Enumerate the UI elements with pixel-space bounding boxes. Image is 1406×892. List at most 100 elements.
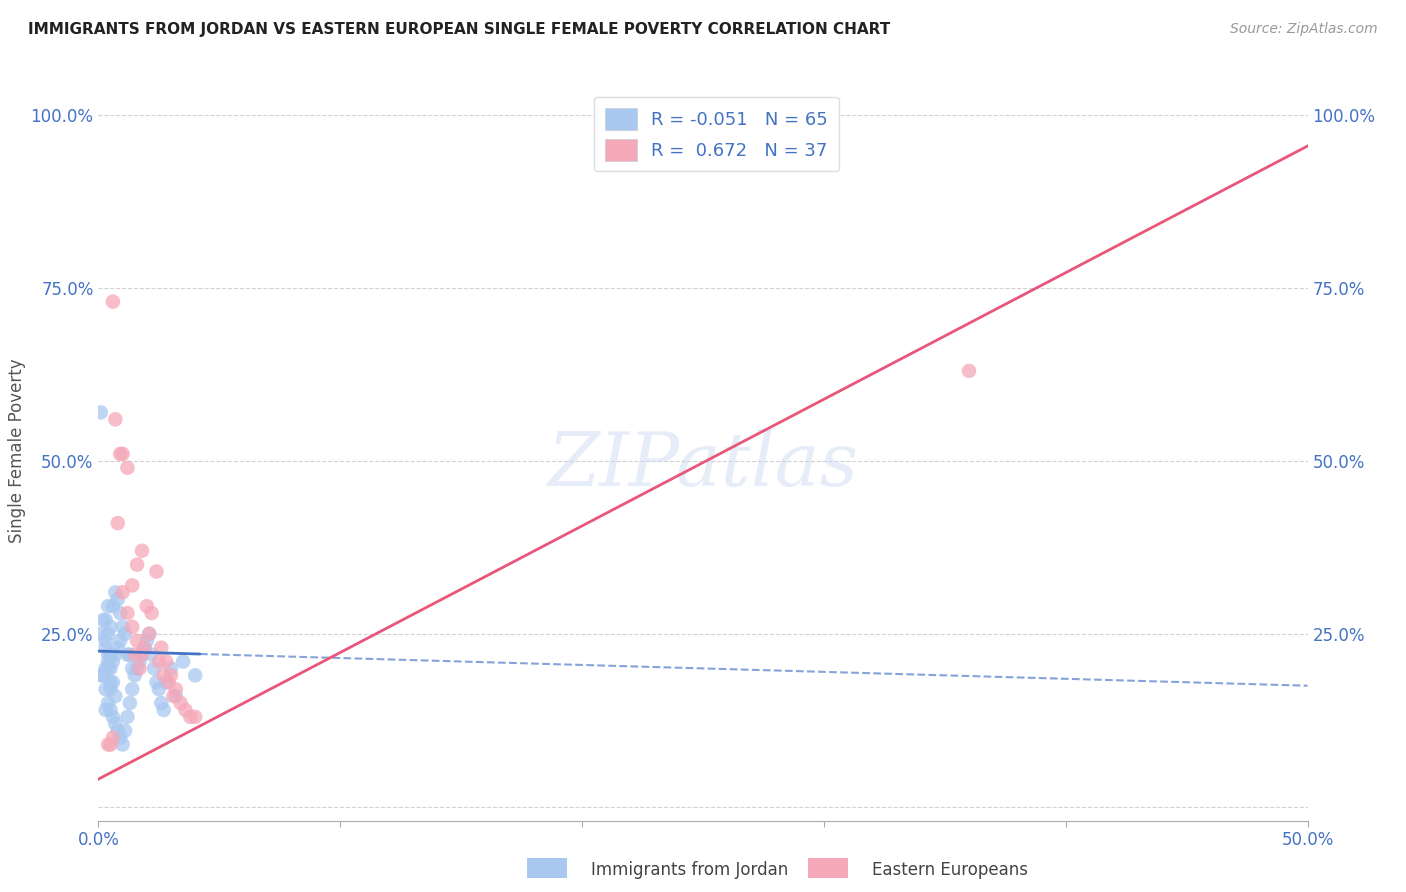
Point [90,627,112,641]
Point [128,655,150,669]
Point [134,640,156,655]
Point [127,633,149,648]
Point [94,682,117,697]
Point [184,668,207,682]
Point [131,648,153,662]
Point [118,648,141,662]
Point [94,661,117,675]
Point [165,689,187,703]
Point [172,655,194,669]
Point [97,696,120,710]
Point [100,620,122,634]
Point [134,640,156,655]
Point [145,565,167,579]
Point [131,543,153,558]
Text: Source: ZipAtlas.com: Source: ZipAtlas.com [1230,22,1378,37]
Point [138,627,160,641]
Point [111,447,134,461]
Point [108,606,131,620]
Point [107,592,129,607]
Point [97,655,120,669]
Point [135,633,157,648]
Point [124,648,146,662]
Point [108,731,131,745]
Point [94,640,117,655]
Point [111,620,134,634]
Point [118,696,141,710]
Point [101,599,124,614]
Point [121,682,143,697]
Point [152,668,174,682]
Point [160,661,183,675]
Text: ZIPatlas: ZIPatlas [547,429,859,501]
Point [152,703,174,717]
Point [174,703,197,717]
Point [128,661,150,675]
Text: Immigrants from Jordan: Immigrants from Jordan [591,861,787,879]
Point [135,599,157,614]
Point [127,661,149,675]
Point [107,640,129,655]
Point [97,627,120,641]
Point [121,620,143,634]
Point [117,710,139,724]
Y-axis label: Single Female Poverty: Single Female Poverty [7,359,25,542]
Point [100,648,122,662]
Point [179,710,201,724]
Point [94,613,117,627]
Point [90,405,112,419]
Point [148,655,170,669]
Point [184,710,207,724]
Point [100,738,122,752]
Point [100,661,122,675]
Point [90,668,112,682]
Point [141,648,163,662]
Point [114,627,136,641]
Point [91,668,114,682]
Point [108,447,131,461]
Point [117,606,139,620]
Point [107,516,129,530]
Point [145,675,167,690]
Point [162,689,184,703]
Legend: R = -0.051   N = 65, R =  0.672   N = 37: R = -0.051 N = 65, R = 0.672 N = 37 [593,96,839,171]
Point [97,738,120,752]
Point [131,648,153,662]
Point [91,613,114,627]
Point [97,648,120,662]
Point [104,716,127,731]
Point [138,627,160,641]
Point [101,675,124,690]
Point [100,703,122,717]
Point [111,585,134,599]
Point [94,633,117,648]
Point [108,633,131,648]
Point [169,696,191,710]
Point [165,682,187,697]
Point [94,703,117,717]
Point [101,294,124,309]
Point [160,668,183,682]
Point [155,655,177,669]
Point [104,412,127,426]
Point [117,460,139,475]
Point [141,606,163,620]
Point [107,723,129,738]
Point [117,648,139,662]
Point [143,661,166,675]
Point [104,648,127,662]
Point [127,558,149,572]
Point [155,675,177,690]
Point [150,696,173,710]
Point [104,585,127,599]
Point [957,364,980,378]
Point [150,640,173,655]
Point [148,682,170,697]
Point [100,682,122,697]
Point [111,738,134,752]
Point [121,578,143,592]
Text: IMMIGRANTS FROM JORDAN VS EASTERN EUROPEAN SINGLE FEMALE POVERTY CORRELATION CHA: IMMIGRANTS FROM JORDAN VS EASTERN EUROPE… [28,22,890,37]
Point [100,675,122,690]
Point [104,689,127,703]
Text: Eastern Europeans: Eastern Europeans [872,861,1028,879]
